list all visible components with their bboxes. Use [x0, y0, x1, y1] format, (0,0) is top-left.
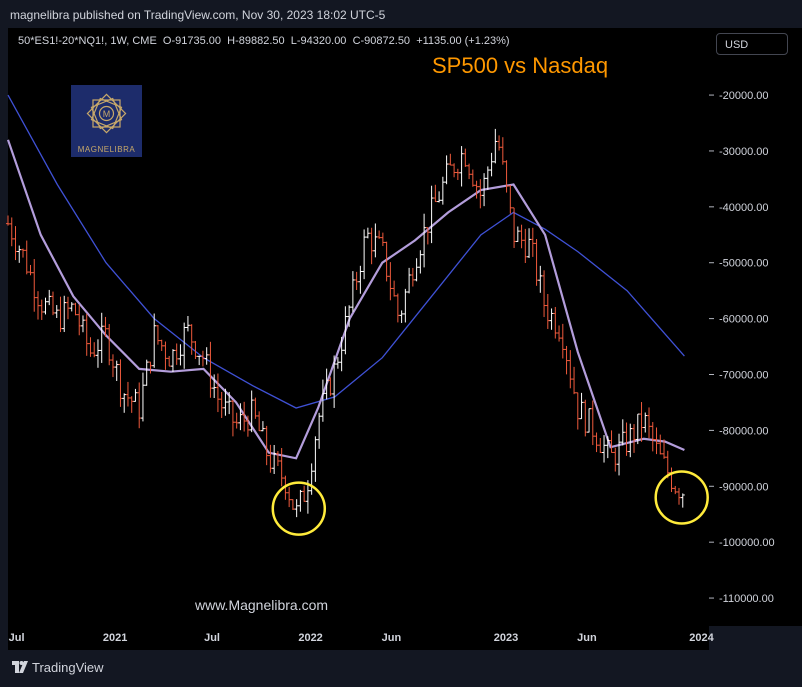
- x-tick-label: 2023: [494, 632, 518, 644]
- x-tick-label: Jul: [9, 632, 25, 644]
- y-tick-label: -110000.00: [719, 593, 774, 605]
- x-tick-label: 2022: [298, 632, 322, 644]
- close-value: C-90872.50: [352, 35, 411, 47]
- x-tick-label: 2024: [689, 632, 714, 644]
- symbol-legend[interactable]: 50*ES1!-20*NQ1!, 1W, CME O-91735.00 H-89…: [18, 35, 510, 47]
- published-text: magnelibra published on TradingView.com,…: [10, 8, 386, 22]
- top-bar: magnelibra published on TradingView.com,…: [0, 0, 802, 28]
- low-value: L-94320.00: [290, 35, 347, 47]
- highlight-circle: [654, 470, 709, 525]
- high-value: H-89882.50: [227, 35, 285, 47]
- y-tick-label: -30000.00: [719, 146, 769, 158]
- tradingview-label: TradingView: [32, 660, 104, 675]
- watermark-url: www.Magnelibra.com: [195, 597, 329, 613]
- y-tick-label: -20000.00: [719, 90, 769, 102]
- open-value: O-91735.00: [162, 35, 222, 47]
- x-tick-label: Jun: [382, 632, 402, 644]
- magnelibra-logo: M MAGNELIBRA: [71, 85, 142, 157]
- currency-button[interactable]: USD: [716, 33, 788, 55]
- time-scale[interactable]: [8, 626, 709, 650]
- svg-text:M: M: [103, 109, 111, 119]
- footer-bar: [0, 650, 802, 687]
- y-tick-label: -80000.00: [719, 425, 769, 437]
- slow-moving-average-line: [7, 94, 685, 409]
- y-tick-label: -70000.00: [719, 370, 769, 382]
- logo-text: MAGNELIBRA: [77, 145, 136, 154]
- chart-title: SP500 vs Nasdaq: [432, 53, 609, 78]
- price-scale[interactable]: [709, 28, 802, 626]
- x-tick-label: Jun: [577, 632, 597, 644]
- x-tick-label: 2021: [103, 632, 127, 644]
- fast-moving-average-line: [6, 139, 685, 460]
- highlight-circle: [271, 481, 327, 536]
- change-value: +1135.00 (+1.23%): [416, 35, 510, 47]
- y-tick-label: -50000.00: [719, 258, 769, 270]
- y-tick-label: -40000.00: [719, 202, 769, 214]
- tradingview-brand[interactable]: TradingView: [12, 660, 104, 675]
- x-tick-label: Jul: [204, 632, 220, 644]
- y-tick-label: -60000.00: [719, 314, 769, 326]
- symbol-name: 50*ES1!-20*NQ1!, 1W, CME: [18, 35, 157, 47]
- logo-emblem-icon: M: [86, 93, 127, 134]
- y-tick-label: -90000.00: [719, 481, 769, 493]
- tradingview-logo-icon: [12, 661, 28, 673]
- y-tick-label: -100000.00: [719, 537, 775, 549]
